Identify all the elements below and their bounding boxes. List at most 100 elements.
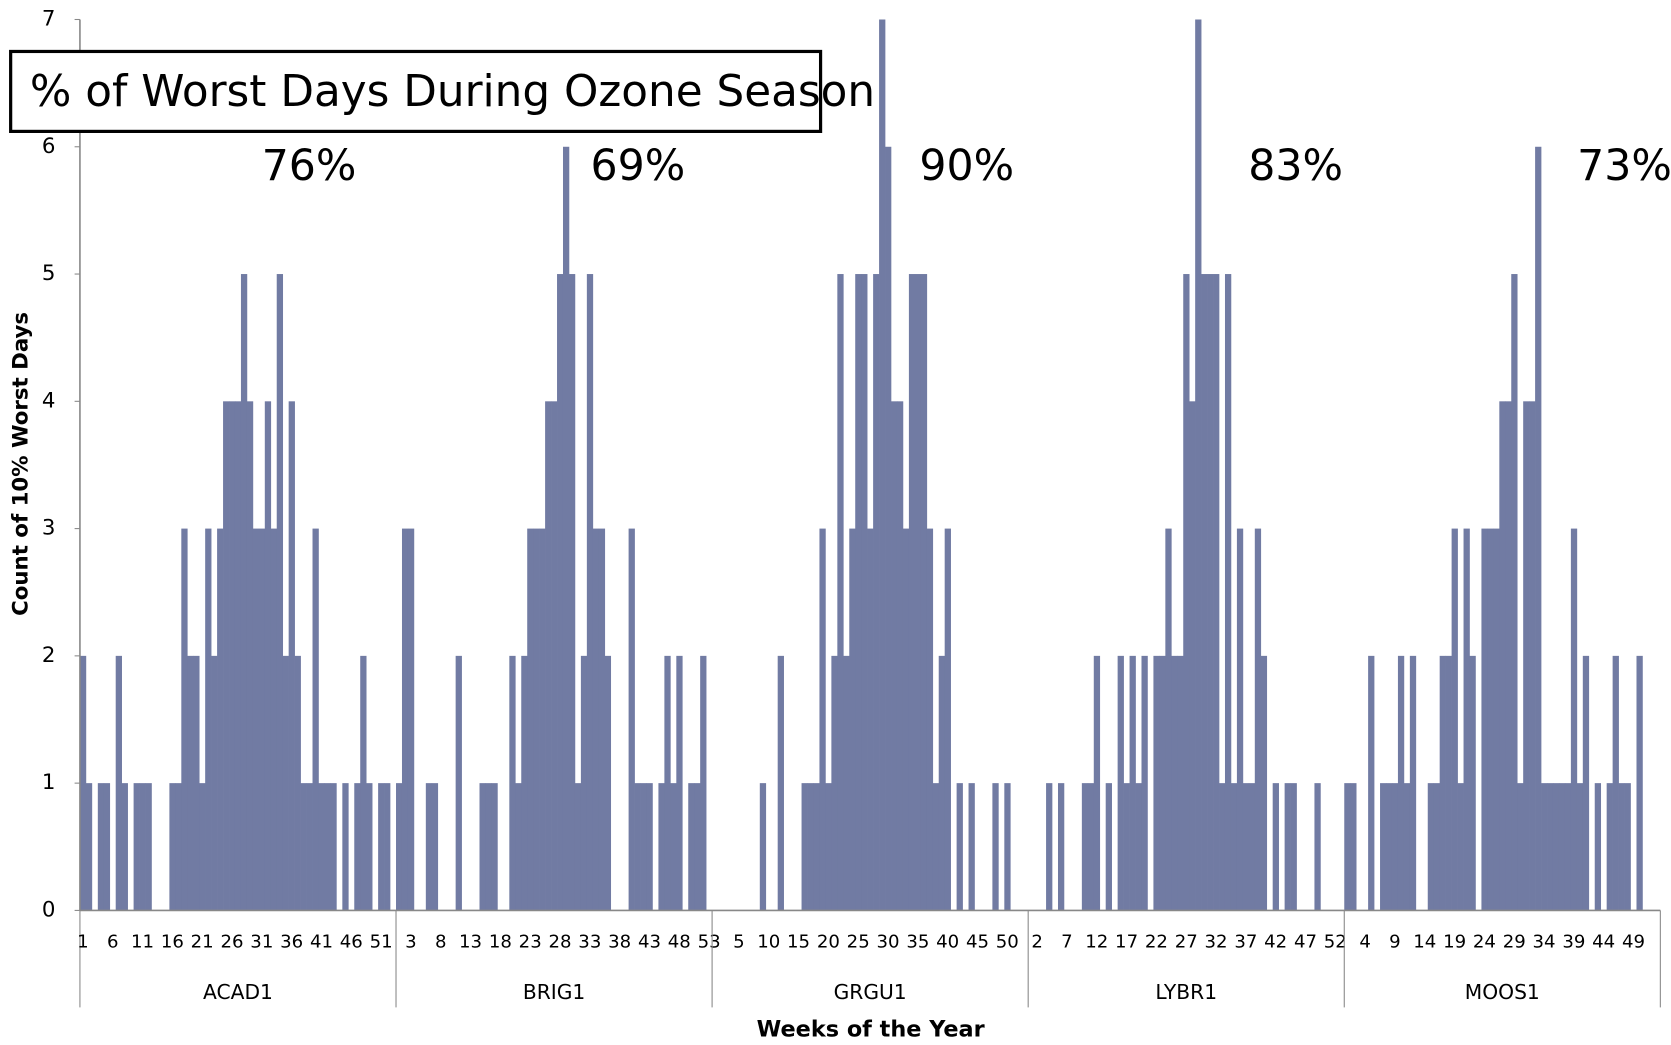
x-tick-label: 50 — [996, 931, 1019, 952]
bar — [1350, 783, 1357, 911]
bar — [396, 783, 403, 911]
bar — [1612, 655, 1619, 911]
bar — [1487, 528, 1494, 911]
x-tick-label: 33 — [578, 931, 601, 952]
title-box — [9, 49, 823, 133]
bar — [1046, 783, 1053, 911]
bar — [258, 528, 266, 911]
bar — [330, 783, 337, 911]
bar — [1606, 783, 1613, 911]
bar — [288, 401, 295, 911]
bar — [491, 783, 498, 911]
bar — [139, 783, 146, 911]
bar — [825, 783, 832, 911]
bar — [401, 528, 409, 911]
bar — [294, 655, 301, 911]
bar — [855, 274, 862, 911]
bar — [992, 783, 999, 911]
x-tick-label: 45 — [966, 931, 989, 952]
bar — [1004, 783, 1011, 911]
bar — [1582, 655, 1590, 911]
bar — [1171, 655, 1178, 911]
bar — [1457, 783, 1464, 911]
bar — [229, 401, 236, 911]
bar — [1260, 655, 1268, 911]
bar — [246, 401, 254, 911]
bar — [455, 655, 462, 911]
bar — [920, 274, 928, 911]
bar — [908, 274, 916, 911]
bar — [1344, 783, 1351, 911]
x-tick-label: 51 — [370, 931, 393, 952]
bar — [628, 528, 635, 911]
bar — [1386, 783, 1393, 911]
x-tick-label: 38 — [608, 931, 631, 952]
x-tick-label: 36 — [280, 931, 303, 952]
bar — [1242, 783, 1250, 911]
bar — [1153, 655, 1160, 911]
bar — [1552, 783, 1560, 911]
bar — [539, 528, 546, 911]
bar — [485, 783, 492, 911]
bar — [956, 783, 963, 911]
x-tick-label: 10 — [757, 931, 780, 952]
y-tick-label: 6 — [42, 134, 56, 159]
bar — [801, 783, 808, 911]
bar — [1272, 783, 1279, 911]
x-tick-label: 49 — [1622, 931, 1645, 952]
bar — [1523, 401, 1530, 911]
x-tick-label: 35 — [906, 931, 929, 952]
x-tick-label: 47 — [1294, 931, 1317, 952]
x-tick-label: 22 — [1145, 931, 1168, 952]
bar — [103, 783, 111, 911]
x-tick-label: 28 — [548, 931, 571, 952]
x-tick-label: 26 — [220, 931, 243, 952]
bar — [1529, 401, 1536, 911]
bar — [205, 528, 212, 911]
bar — [175, 783, 182, 911]
group-label: LYBR1 — [1155, 980, 1217, 1004]
bar — [557, 274, 564, 911]
bar — [533, 528, 540, 911]
bar — [79, 655, 87, 911]
bar — [1409, 655, 1417, 911]
x-tick-label: 2 — [1031, 931, 1043, 952]
bar — [1594, 783, 1602, 911]
bar — [407, 528, 415, 911]
bar — [324, 783, 331, 911]
bar — [1219, 783, 1226, 911]
bar — [551, 401, 558, 911]
bar — [1511, 274, 1518, 911]
x-tick-label: 29 — [1503, 931, 1526, 952]
x-tick-label: 14 — [1413, 931, 1436, 952]
group-label: ACAD1 — [203, 980, 273, 1004]
x-tick-label: 4 — [1359, 931, 1371, 952]
bar — [926, 528, 934, 911]
bar — [1087, 783, 1095, 911]
bar — [312, 528, 319, 911]
x-tick-label: 11 — [131, 931, 154, 952]
bar — [1463, 528, 1470, 911]
group-label: MOOS1 — [1465, 980, 1540, 1004]
bar — [1230, 783, 1238, 911]
annotation: 83% — [1248, 141, 1343, 191]
x-tick-label: 53 — [698, 931, 721, 952]
x-tick-label: 3 — [405, 931, 417, 952]
bar — [1564, 783, 1572, 911]
bar — [1105, 783, 1112, 911]
bar — [944, 528, 951, 911]
x-tick-label: 6 — [107, 931, 119, 952]
x-tick-label: 52 — [1324, 931, 1347, 952]
chart-title: % of Worst Days During Ozone Season — [30, 66, 875, 117]
bar — [1254, 528, 1262, 911]
bar — [807, 783, 814, 911]
bar — [282, 655, 289, 911]
bar — [169, 783, 176, 911]
bar — [914, 274, 922, 911]
bar — [1535, 146, 1542, 911]
x-tick-label: 46 — [340, 931, 363, 952]
x-tick-label: 27 — [1175, 931, 1198, 952]
bar — [360, 655, 367, 911]
bar — [604, 655, 612, 911]
bar — [676, 655, 683, 911]
